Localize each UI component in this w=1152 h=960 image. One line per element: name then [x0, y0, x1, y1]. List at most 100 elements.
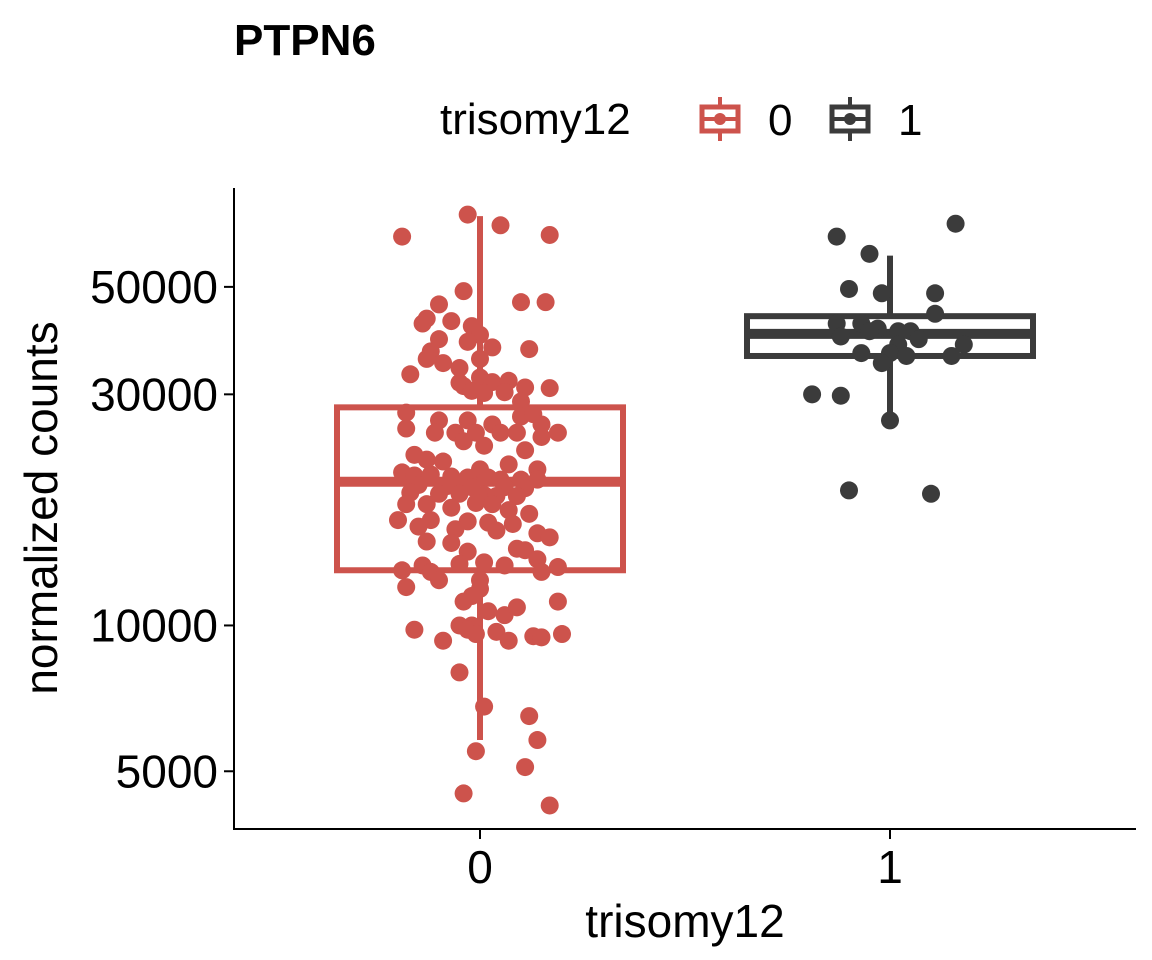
data-point: [458, 205, 477, 224]
data-point: [553, 625, 571, 644]
data-point: [430, 571, 448, 590]
data-point: [454, 282, 473, 301]
data-point: [512, 392, 530, 411]
data-point: [458, 332, 477, 351]
data-point: [430, 295, 448, 314]
data-point: [860, 244, 879, 263]
x-tick-label: 1: [877, 841, 903, 893]
data-point: [389, 511, 407, 530]
data-point: [397, 403, 416, 422]
data-point: [872, 284, 891, 303]
data-point: [860, 322, 879, 341]
data-point: [434, 452, 453, 471]
x-tick-label: 0: [467, 841, 493, 893]
data-point: [417, 495, 436, 514]
data-point: [425, 423, 444, 442]
data-point: [840, 481, 858, 500]
data-point: [417, 532, 436, 551]
data-point: [548, 558, 567, 577]
data-point: [512, 293, 530, 312]
data-point: [454, 432, 473, 451]
data-point: [491, 423, 510, 442]
data-point: [909, 330, 928, 349]
data-point: [548, 423, 567, 442]
data-point: [434, 631, 453, 650]
data-point: [454, 784, 473, 803]
legend-label: 1: [898, 96, 922, 145]
data-point: [897, 346, 916, 365]
data-point: [827, 227, 846, 246]
data-point: [540, 379, 559, 398]
data-point: [393, 561, 412, 580]
data-point: [450, 663, 469, 682]
data-point: [548, 592, 567, 611]
data-point: [450, 484, 469, 503]
data-point: [540, 225, 559, 244]
data-point: [532, 562, 551, 581]
data-point: [442, 533, 461, 552]
data-point: [881, 411, 899, 430]
data-point: [516, 378, 535, 397]
data-point: [532, 628, 551, 647]
data-point: [450, 359, 469, 378]
data-point: [475, 436, 494, 455]
data-point: [831, 386, 850, 405]
data-point: [446, 520, 465, 539]
data-point: [516, 441, 535, 460]
data-point: [475, 383, 494, 402]
x-axis-title: trisomy12: [585, 895, 784, 947]
data-point: [503, 514, 522, 533]
data-point: [413, 314, 432, 333]
plot-area: [334, 205, 1036, 815]
data-point: [442, 312, 461, 331]
data-point: [946, 214, 965, 233]
data-point: [466, 493, 485, 512]
data-point: [516, 541, 535, 560]
chart-title: PTPN6: [234, 16, 376, 65]
data-point: [507, 423, 526, 442]
data-point: [405, 620, 424, 639]
data-point: [421, 465, 440, 484]
data-point: [495, 383, 514, 402]
data-point: [450, 554, 469, 573]
data-point: [491, 216, 510, 235]
data-point: [397, 495, 416, 514]
data-point: [831, 327, 850, 346]
data-point: [479, 602, 498, 621]
y-tick-label: 5000: [116, 745, 218, 797]
data-point: [528, 731, 547, 750]
data-point: [434, 354, 453, 373]
data-point: [397, 578, 416, 597]
data-point: [475, 553, 494, 572]
data-point: [540, 796, 559, 815]
data-point: [516, 758, 535, 777]
legend-key-0: 0: [699, 96, 792, 145]
data-point: [520, 504, 539, 523]
data-point: [401, 365, 420, 384]
data-point: [466, 742, 485, 761]
data-point: [520, 340, 539, 359]
data-point: [942, 346, 961, 365]
data-point: [889, 322, 908, 341]
legend-key-1: 1: [829, 96, 922, 145]
data-point: [393, 227, 412, 246]
data-point: [540, 528, 559, 547]
legend-label: 0: [768, 96, 792, 145]
data-point: [507, 487, 526, 506]
data-point: [495, 556, 514, 575]
y-tick-label: 50000: [90, 261, 218, 313]
data-point: [483, 495, 502, 514]
data-point: [466, 625, 485, 644]
legend-title: trisomy12: [440, 95, 631, 144]
data-point: [532, 427, 551, 446]
data-point: [520, 707, 539, 726]
data-point: [852, 344, 871, 363]
data-point: [499, 631, 518, 650]
data-point: [417, 450, 436, 469]
data-point: [499, 455, 518, 474]
data-point: [922, 484, 940, 503]
